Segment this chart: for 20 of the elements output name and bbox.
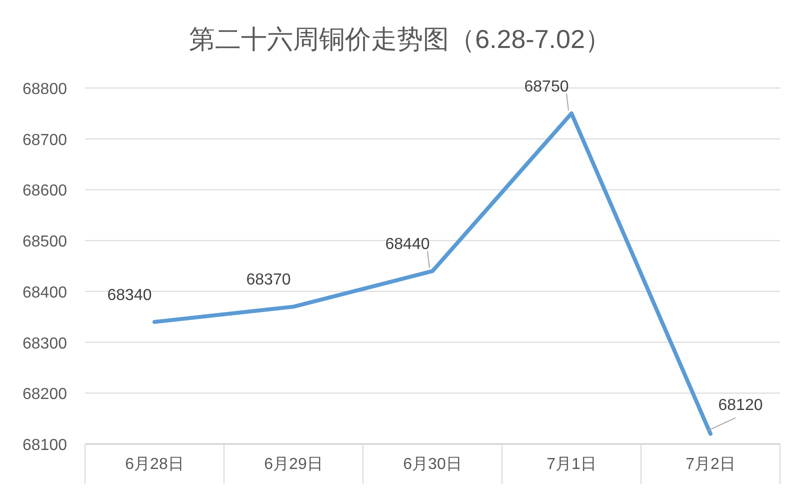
- y-tick-label: 68300: [22, 335, 68, 352]
- data-label: 68120: [718, 396, 763, 414]
- x-tick-label: 7月1日: [546, 456, 596, 473]
- y-tick-label: 68600: [22, 182, 68, 200]
- line-series: [152, 111, 712, 436]
- y-tick-label: 68800: [22, 81, 68, 98]
- x-tick-label: 6月28日: [125, 456, 184, 473]
- data-label: 68750: [524, 78, 569, 96]
- x-tick-label: 6月29日: [264, 456, 323, 473]
- chart-title: 第二十六周铜价走势图（6.28-7.02）: [189, 24, 611, 54]
- y-tick-label: 68700: [22, 132, 68, 149]
- y-tick-label: 68200: [22, 386, 68, 404]
- data-label: 68370: [246, 272, 291, 289]
- y-tick-label: 68100: [22, 437, 68, 454]
- x-tick-label: 6月30日: [403, 456, 462, 473]
- data-label: 68340: [107, 286, 152, 304]
- y-tick-label: 68500: [22, 234, 68, 251]
- y-tick-label: 68400: [22, 284, 68, 302]
- x-tick-label: 7月2日: [686, 456, 736, 473]
- data-label: 68440: [385, 236, 430, 254]
